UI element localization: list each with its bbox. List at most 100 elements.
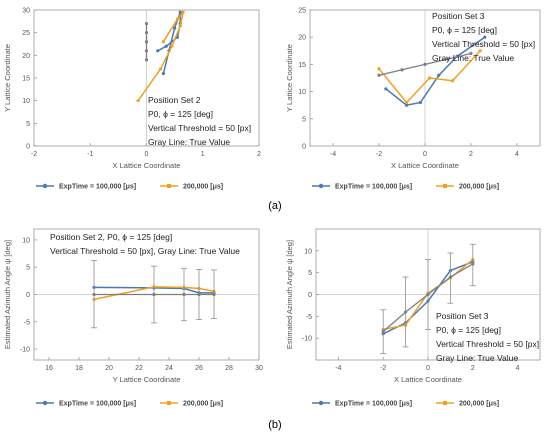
annotation-line: Position Set 2, P0, ϕ = 125 [deg] bbox=[50, 232, 172, 242]
y-tick-label: 10 bbox=[298, 89, 306, 96]
legend-marker-orange bbox=[443, 401, 447, 405]
annotation-line: Vertical Threshold = 50 [px], Gray Line:… bbox=[50, 246, 240, 256]
annotation-line: Position Set 3 bbox=[432, 11, 485, 21]
legend-label-series1: ExpTime = 100,000 [μs] bbox=[59, 401, 136, 408]
y-tick-label: -5 bbox=[24, 319, 30, 326]
y-axis-label: Estimated Azimuth Angle ψ [deg] bbox=[3, 240, 12, 349]
y-tick-label: 0 bbox=[26, 292, 30, 299]
data-point-gray bbox=[448, 275, 452, 279]
legend-marker-blue bbox=[318, 400, 324, 406]
data-point-orange bbox=[158, 67, 163, 71]
x-tick-label: 28 bbox=[225, 365, 233, 372]
figure-label-a: (a) bbox=[268, 200, 281, 212]
legend-marker-blue bbox=[42, 183, 48, 189]
data-point-gray bbox=[144, 22, 149, 26]
data-point-blue bbox=[384, 87, 388, 91]
y-tick-label: 0 bbox=[308, 292, 312, 299]
y-tick-label: 20 bbox=[298, 35, 306, 42]
data-point-gray bbox=[469, 51, 473, 56]
y-tick-label: 25 bbox=[22, 30, 30, 37]
legend-label-series2: 200,000 [μs] bbox=[459, 401, 499, 408]
y-tick-label: 15 bbox=[298, 62, 306, 69]
annotation-line: P0, ϕ = 125 [deg] bbox=[148, 109, 213, 119]
x-tick-label: -2 bbox=[31, 151, 37, 158]
data-point-orange bbox=[178, 24, 182, 28]
annotation-line: Vertical Threshold = 50 [px] bbox=[436, 339, 539, 349]
annotation-line: Gray Line: True Value bbox=[432, 53, 514, 63]
y-tick-label: 15 bbox=[22, 76, 30, 83]
y-tick-label: 25 bbox=[298, 8, 306, 15]
series-line-blue bbox=[385, 36, 486, 107]
data-point-orange bbox=[451, 79, 455, 83]
x-tick-label: 2 bbox=[257, 151, 261, 158]
data-point-gray bbox=[446, 57, 450, 61]
data-point-gray bbox=[423, 62, 427, 66]
chart-b1: 16 18 20 22 24 26 28 30 -10 -5 0 5 10 Y Lattice Coord… bbox=[3, 228, 263, 384]
annotation-line: P0, ϕ = 125 [deg] bbox=[432, 25, 497, 35]
data-point-gray bbox=[381, 330, 385, 334]
x-tick-label: -1 bbox=[87, 151, 93, 158]
annotation-line: Vertical Threshold = 50 [px] bbox=[432, 39, 535, 49]
data-point-gray bbox=[377, 73, 381, 77]
y-tick-label: -5 bbox=[306, 314, 312, 321]
legend-label-series1: ExpTime = 100,000 [μs] bbox=[335, 184, 412, 191]
x-tick-label: -2 bbox=[380, 365, 386, 372]
chart-a2: -4 -2 0 2 4 0 5 10 15 20 25 X Lattice Coordinate Y L… bbox=[285, 8, 541, 170]
y-tick-label: 0 bbox=[26, 144, 30, 151]
legend-label-series1: ExpTime = 100,000 [μs] bbox=[335, 401, 412, 408]
annotation-line: Vertical Threshold = 50 [px] bbox=[148, 123, 251, 133]
legend-marker-orange bbox=[443, 184, 447, 188]
legend-label-series2: 200,000 [μs] bbox=[183, 184, 223, 191]
data-point-orange bbox=[161, 40, 165, 44]
x-axis-label: X Lattice Coordinate bbox=[394, 375, 462, 384]
y-tick-label: 5 bbox=[26, 121, 30, 128]
data-point-orange bbox=[377, 67, 381, 71]
x-axis-label: Y Lattice Coordinate bbox=[113, 375, 181, 384]
y-tick-label: 5 bbox=[308, 270, 312, 277]
x-tick-label: 0 bbox=[145, 151, 149, 158]
x-tick-label: 2 bbox=[471, 365, 475, 372]
y-tick-label: 5 bbox=[26, 265, 30, 272]
x-tick-label: 18 bbox=[75, 365, 83, 372]
chart-b2: -4 -2 0 2 4 -10 -5 0 5 10 X Lattice Coordinate Esti… bbox=[285, 228, 541, 384]
data-point-gray bbox=[182, 292, 186, 297]
x-tick-label: 0 bbox=[423, 151, 427, 158]
data-point-gray bbox=[92, 292, 96, 297]
y-tick-label: 10 bbox=[22, 237, 30, 244]
data-point-orange bbox=[405, 100, 409, 105]
data-point-orange bbox=[136, 99, 140, 103]
legend-label-series1: ExpTime = 100,000 [μs] bbox=[59, 184, 136, 191]
y-axis-label: Y Lattice Coordinate bbox=[285, 44, 294, 112]
data-point-gray bbox=[144, 31, 149, 35]
annotation-line: P0, ϕ = 125 [deg] bbox=[436, 325, 501, 335]
figure-label-b: (b) bbox=[268, 419, 281, 431]
data-point-orange bbox=[428, 76, 432, 80]
x-axis-label: X Lattice Coordinate bbox=[391, 161, 459, 170]
y-axis-label: Estimated Azimuth Angle ψ [deg] bbox=[285, 240, 294, 349]
x-axis-label: X Lattice Coordinate bbox=[113, 161, 181, 170]
data-point-blue bbox=[156, 49, 160, 53]
annotation-line: Position Set 2 bbox=[148, 95, 201, 105]
x-tick-label: 2 bbox=[469, 151, 473, 158]
data-point-orange bbox=[175, 17, 180, 21]
data-point-blue bbox=[405, 103, 409, 107]
legends: ExpTime = 100,000 [μs] 200,000 [μs] ExpTim… bbox=[36, 184, 499, 408]
y-tick-label: -10 bbox=[302, 336, 312, 343]
data-point-orange bbox=[478, 49, 482, 53]
annotation-line: Gray Line: True Value bbox=[436, 353, 518, 363]
x-tick-label: 24 bbox=[165, 365, 173, 372]
data-point-gray bbox=[144, 40, 149, 44]
annotation-line: Position Set 3 bbox=[436, 311, 489, 321]
legend-label-series2: 200,000 [μs] bbox=[183, 401, 223, 408]
data-point-blue bbox=[178, 10, 182, 14]
legend-marker-orange bbox=[167, 401, 171, 405]
x-tick-label: 0 bbox=[426, 365, 430, 372]
x-tick-label: -4 bbox=[335, 365, 341, 372]
series-line-orange bbox=[137, 11, 184, 102]
x-tick-label: 30 bbox=[255, 365, 263, 372]
data-point-blue bbox=[437, 73, 441, 77]
y-tick-label: 5 bbox=[302, 116, 306, 123]
y-tick-label: -10 bbox=[20, 347, 30, 354]
x-tick-label: 4 bbox=[515, 151, 519, 158]
